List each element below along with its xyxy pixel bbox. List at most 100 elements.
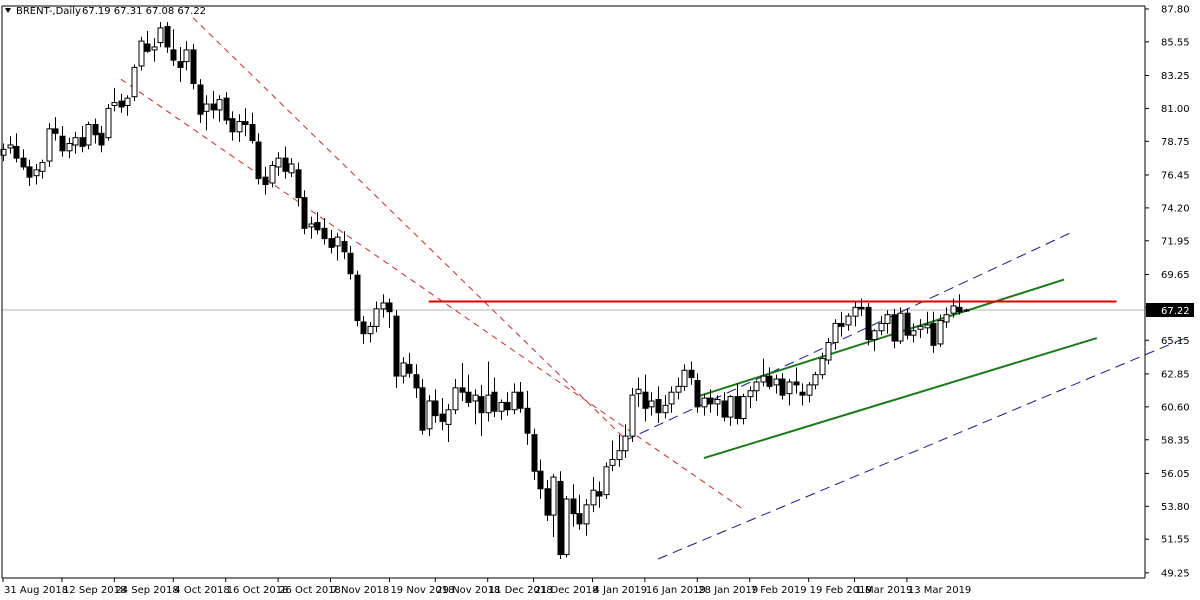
- bear-candle: [177, 61, 184, 68]
- bear-candle: [904, 312, 911, 336]
- x-tick-label: 19 Nov 2018: [390, 585, 454, 596]
- bull-candle: [727, 396, 734, 418]
- bear-candle: [20, 157, 27, 168]
- bull-candle: [629, 394, 636, 437]
- down-channel-upper-line: [120, 78, 744, 510]
- bull-candle: [308, 223, 315, 228]
- bull-candle: [203, 103, 210, 112]
- bull-candle: [563, 498, 570, 556]
- x-tick-label: 13 Mar 2019: [908, 585, 971, 596]
- y-tick-label: 81.00: [1161, 104, 1190, 115]
- bull-candle: [701, 397, 708, 408]
- bear-candle: [210, 103, 217, 111]
- y-tick-label: 76.45: [1161, 170, 1190, 181]
- x-tick-label: 4 Jan 2019: [594, 585, 648, 596]
- bear-candle: [465, 391, 472, 403]
- bull-candle: [157, 27, 164, 44]
- x-tick-label: 29 Nov 2018: [436, 585, 500, 596]
- bear-candle: [459, 387, 466, 393]
- bear-candle: [707, 397, 714, 405]
- bear-candle: [255, 141, 262, 180]
- bull-candle: [917, 325, 924, 330]
- bear-candle: [341, 241, 348, 253]
- bear-candle: [524, 407, 531, 434]
- chart-header: BRENT-,Daily 67.19 67.31 67.08 67.22: [5, 6, 206, 17]
- bull-candle: [819, 358, 826, 376]
- bull-candle: [897, 312, 904, 342]
- x-tick-label: 11 Dec 2018: [489, 585, 553, 596]
- bull-candle: [511, 391, 518, 411]
- bear-candle: [197, 84, 204, 115]
- bull-candle: [216, 99, 223, 111]
- bull-candle: [269, 164, 276, 184]
- bull-candle: [845, 315, 852, 326]
- y-tick-label: 69.65: [1161, 270, 1190, 281]
- bull-candle: [668, 391, 675, 405]
- bear-candle: [144, 43, 151, 52]
- bull-candle: [675, 385, 682, 393]
- x-tick-label: 4 Oct 2018: [174, 585, 229, 596]
- bear-candle: [190, 49, 197, 85]
- x-tick-label: 7 Feb 2019: [751, 585, 807, 596]
- bear-candle: [655, 399, 662, 414]
- bull-candle: [33, 169, 40, 177]
- bull-candle: [924, 324, 931, 329]
- bull-candle: [937, 320, 944, 345]
- bull-candle: [806, 384, 813, 396]
- bear-candle: [386, 302, 393, 313]
- bear-candle: [79, 137, 86, 147]
- bull-candle: [39, 162, 46, 172]
- y-tick-label: 83.25: [1161, 71, 1190, 82]
- triangle-down-icon[interactable]: [5, 8, 11, 13]
- bull-candle: [485, 394, 492, 414]
- bear-candle: [170, 49, 177, 61]
- bear-candle: [576, 513, 583, 525]
- bull-candle: [111, 102, 118, 106]
- bull-candle: [151, 46, 158, 51]
- x-tick-label: 16 Jan 2019: [646, 585, 706, 596]
- y-tick-label: 49.25: [1161, 568, 1190, 579]
- bull-candle: [46, 128, 53, 162]
- bull-candle: [452, 387, 459, 411]
- up-channel-inner-lower-line: [703, 337, 1098, 459]
- y-tick-label: 78.75: [1161, 137, 1190, 148]
- bull-candle: [812, 374, 819, 386]
- bull-candle: [498, 401, 505, 412]
- bear-candle: [779, 378, 786, 396]
- bear-candle: [321, 227, 328, 240]
- bear-candle: [432, 400, 439, 417]
- bear-candle: [570, 498, 577, 515]
- bull-candle: [367, 325, 374, 335]
- y-tick-label: 65.15: [1161, 336, 1190, 347]
- bull-candle: [740, 396, 747, 420]
- bull-candle: [616, 450, 623, 461]
- bear-candle: [164, 25, 171, 48]
- bear-candle: [52, 128, 59, 134]
- bear-candle: [118, 100, 125, 108]
- x-tick-label: 12 Sep 2018: [63, 585, 126, 596]
- bull-candle: [760, 375, 767, 383]
- x-tick-label: 16 Oct 2018: [227, 585, 289, 596]
- bull-candle: [609, 459, 616, 466]
- bull-candle: [590, 489, 597, 506]
- bear-candle: [930, 322, 937, 346]
- bull-candle: [635, 388, 642, 395]
- bear-candle: [223, 97, 230, 121]
- y-tick-label: 51.55: [1161, 535, 1190, 546]
- bull-candle: [131, 66, 138, 98]
- y-tick-label: 62.85: [1161, 369, 1190, 380]
- bull-candle: [681, 369, 688, 387]
- x-tick-label: 19 Feb 2019: [810, 585, 872, 596]
- bull-candle: [773, 378, 780, 386]
- bear-candle: [799, 391, 806, 396]
- bear-candle: [956, 306, 963, 313]
- bear-candle: [295, 169, 302, 199]
- x-tick-label: 21 Dec 2018: [535, 585, 599, 596]
- bear-candle: [282, 157, 289, 172]
- bull-candle: [884, 314, 891, 324]
- chart-ohlc: 67.19 67.31 67.08 67.22: [82, 6, 206, 17]
- bull-candle: [426, 400, 433, 430]
- bull-candle: [183, 49, 190, 63]
